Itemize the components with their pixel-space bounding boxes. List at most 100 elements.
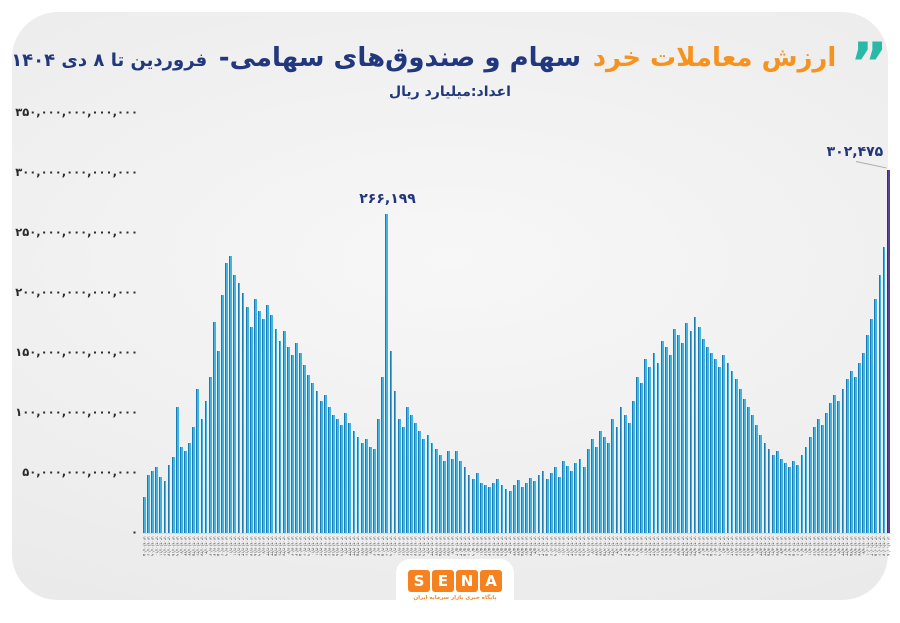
x-axis-label: ۱۴۰۴/۰۹/۲۰ — [836, 536, 842, 556]
bar — [447, 451, 450, 533]
x-axis-label: ۱۴۰۴/۰۳/۱۲ — [318, 536, 324, 556]
bar — [812, 427, 816, 533]
bar-series — [143, 113, 891, 533]
x-axis-label: ۱۴۰۴/۰۸/۱۲ — [729, 536, 735, 556]
bar — [734, 379, 738, 533]
bar — [208, 377, 212, 533]
x-axis-label: ۱۴۰۴/۱۰/۰۱ — [865, 536, 871, 556]
sena-logo-letters: S E N A — [396, 559, 514, 592]
x-axis-label: ۱۴۰۴/۰۵/۲۷ — [528, 536, 534, 556]
x-axis-label: ۱۴۰۴/۰۷/۲۴ — [680, 536, 686, 556]
x-axis-label: ۱۴۰۴/۰۲/۱۳ — [240, 536, 246, 556]
bar — [385, 213, 389, 533]
bar — [463, 467, 467, 533]
bar — [204, 401, 208, 533]
x-axis-label: ۱۴۰۴/۰۸/۱۰ — [721, 536, 727, 556]
x-axis-label: ۱۴۰۴/۰۳/۲۷ — [363, 536, 369, 556]
x-axis-label: ۱۴۰۴/۰۲/۱۶ — [244, 536, 250, 556]
x-axis-label: ۱۴۰۴/۰۷/۳۰ — [696, 536, 702, 556]
bar — [586, 449, 590, 533]
bar — [566, 465, 570, 533]
x-axis: ۱۴۰۴/۰۱/۰۵ ۱۴۰۴/۰۱/۰۶ ۱۴۰۴/۰۱/۰۹ ۱۴۰۴/۰۱/۱۰… — [142, 536, 891, 556]
bar — [574, 463, 578, 533]
bar — [541, 470, 545, 533]
x-axis-label: ۱۴۰۴/۰۷/۱۸ — [663, 536, 669, 556]
x-axis-label: ۱۴۰۴/۰۷/۰۹ — [635, 536, 641, 556]
x-axis-label: ۱۴۰۴/۰۷/۲۶ — [688, 536, 694, 556]
x-axis-label: ۱۴۰۴/۰۷/۱۰ — [639, 536, 645, 556]
bar — [327, 407, 331, 533]
x-axis-label: ۱۴۰۴/۰۲/۰۶ — [220, 536, 226, 556]
bar — [229, 255, 233, 533]
bar — [171, 457, 175, 533]
bar — [377, 419, 381, 533]
bar — [784, 463, 787, 533]
x-axis-label: ۱۴۰۴/۰۶/۲۳ — [594, 536, 600, 556]
x-axis-label: ۱۴۰۴/۰۱/۲۴ — [187, 536, 193, 556]
bar — [689, 331, 693, 533]
bar — [508, 491, 512, 533]
bar — [249, 326, 253, 533]
x-axis-label: ۱۴۰۴/۰۷/۱۷ — [659, 536, 665, 556]
bar — [878, 275, 882, 533]
bar — [233, 275, 237, 533]
bar — [406, 407, 409, 533]
bar — [681, 343, 685, 533]
x-axis-label: ۱۴۰۴/۰۳/۲۳ — [347, 536, 353, 556]
x-axis-label: ۱۴۰۴/۰۹/۰۳ — [787, 536, 793, 556]
bar — [862, 353, 865, 533]
x-axis-label: ۱۴۰۴/۰۳/۰۵ — [298, 536, 304, 556]
x-axis-label: ۱۴۰۴/۰۹/۱۶ — [820, 536, 826, 556]
x-axis-label: ۱۴۰۴/۰۶/۲۷ — [610, 536, 616, 556]
data-label-max: ۲۶۶,۱۹۹ — [359, 190, 416, 207]
x-axis-label: ۱۴۰۴/۰۵/۱۱ — [478, 536, 484, 556]
bar — [644, 359, 648, 533]
bar — [545, 479, 549, 533]
x-axis-label: ۱۴۰۴/۰۳/۰۲ — [289, 536, 295, 556]
bar — [870, 319, 874, 533]
x-axis-label: ۱۴۰۴/۰۸/۱۷ — [741, 536, 747, 556]
bar — [381, 377, 385, 533]
x-axis-label: ۱۴۰۴/۰۸/۲۷ — [774, 536, 780, 556]
x-axis-label: ۱۴۰۴/۰۴/۱۲ — [400, 536, 406, 556]
quote-open-icon: ” — [849, 30, 888, 98]
x-axis-label: ۱۴۰۴/۰۸/۲۰ — [754, 536, 760, 556]
bar — [340, 425, 344, 533]
bar — [553, 467, 557, 533]
x-axis-label: ۱۴۰۴/۰۹/۲۵ — [848, 536, 854, 556]
bar — [751, 415, 754, 533]
chart-header: ” ارزش معاملات خرد سهام و صندوق‌های سهام… — [11, 35, 888, 100]
logo-letter-box: N — [456, 570, 478, 592]
x-axis-label: ۱۴۰۴/۰۷/۲۷ — [692, 536, 698, 556]
bar — [837, 401, 841, 533]
bar — [779, 458, 783, 533]
bar — [755, 425, 759, 533]
x-axis-label: ۱۴۰۴/۰۹/۰۶ — [795, 536, 801, 556]
x-axis-label: ۱۴۰۴/۰۲/۲۳ — [265, 536, 271, 556]
x-axis-label: ۱۴۰۴/۰۱/۱۷ — [166, 536, 172, 556]
x-axis-label: ۱۴۰۴/۰۱/۰۵ — [142, 536, 147, 556]
bar — [590, 439, 594, 533]
y-axis-label: ۵۰,۰۰۰,۰۰۰,۰۰۰,۰۰۰ — [22, 465, 138, 479]
bar — [200, 419, 204, 533]
bar — [529, 477, 533, 533]
bar — [163, 481, 167, 533]
x-axis-label: ۱۴۰۴/۰۴/۲۴ — [433, 536, 439, 556]
y-axis-label: ۲۵۰,۰۰۰,۰۰۰,۰۰۰,۰۰۰ — [15, 225, 138, 239]
x-axis-label: ۱۴۰۴/۰۴/۰۳ — [376, 536, 382, 556]
bar — [632, 401, 635, 533]
bar — [488, 487, 491, 533]
bar — [504, 488, 508, 533]
x-axis-label: ۱۴۰۴/۰۷/۱۳ — [651, 536, 657, 556]
title-range: فروردین تا ۸ دی ۱۴۰۴ — [11, 50, 208, 71]
x-axis-label: ۱۴۰۴/۰۱/۱۶ — [162, 536, 168, 556]
x-axis-label: ۱۴۰۴/۰۲/۲۰ — [261, 536, 267, 556]
x-axis-label: ۱۴۰۴/۰۴/۱۱ — [396, 536, 402, 556]
x-axis-label: ۱۴۰۴/۰۳/۰۶ — [302, 536, 308, 556]
bar — [323, 395, 327, 533]
x-axis-label: ۱۴۰۴/۰۳/۲۵ — [355, 536, 361, 556]
x-axis-label: ۱۴۰۴/۰۴/۲۳ — [429, 536, 435, 556]
title-highlight: ارزش معاملات خرد — [592, 43, 837, 73]
bar — [512, 485, 516, 533]
bar — [307, 374, 311, 533]
